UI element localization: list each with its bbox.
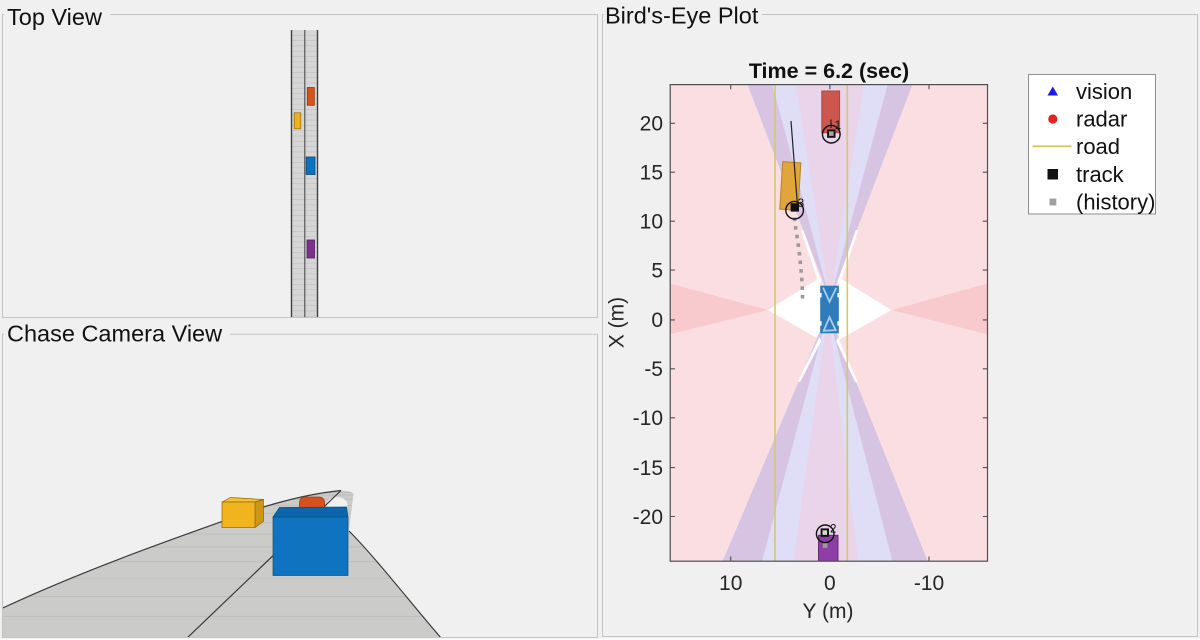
- svg-text:2: 2: [830, 524, 836, 536]
- svg-text:X (m): X (m): [606, 297, 629, 348]
- svg-text:0: 0: [824, 572, 836, 595]
- svg-text:-15: -15: [633, 457, 663, 480]
- svg-text:-10: -10: [633, 407, 663, 430]
- svg-text:road: road: [1076, 134, 1120, 159]
- svg-text:10: 10: [719, 572, 742, 595]
- svg-text:Top View: Top View: [7, 4, 103, 30]
- svg-text:Bird's-Eye Plot: Bird's-Eye Plot: [605, 2, 759, 28]
- svg-text:-5: -5: [644, 358, 663, 381]
- svg-text:-10: -10: [914, 572, 944, 595]
- svg-text:0: 0: [651, 309, 663, 332]
- svg-text:20: 20: [640, 113, 663, 136]
- svg-text:vision: vision: [1076, 79, 1132, 104]
- svg-text:-20: -20: [633, 506, 663, 529]
- svg-text:3: 3: [798, 198, 804, 210]
- svg-text:10: 10: [640, 211, 663, 234]
- svg-text:(history): (history): [1076, 190, 1155, 215]
- svg-text:Y (m): Y (m): [803, 600, 854, 623]
- svg-text:radar: radar: [1076, 107, 1127, 132]
- svg-text:track: track: [1076, 162, 1125, 187]
- svg-text:5: 5: [651, 259, 663, 282]
- svg-text:15: 15: [640, 162, 663, 185]
- svg-text:Time = 6.2 (sec): Time = 6.2 (sec): [749, 59, 909, 83]
- svg-text:1: 1: [835, 120, 841, 132]
- svg-text:Chase Camera View: Chase Camera View: [7, 321, 223, 347]
